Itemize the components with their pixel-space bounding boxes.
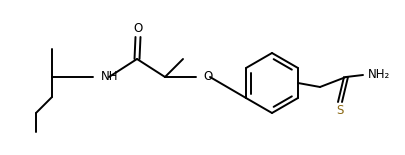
Text: NH₂: NH₂ — [368, 69, 390, 82]
Text: O: O — [203, 71, 212, 84]
Text: S: S — [336, 104, 344, 117]
Text: NH: NH — [101, 71, 119, 84]
Text: O: O — [133, 22, 143, 35]
